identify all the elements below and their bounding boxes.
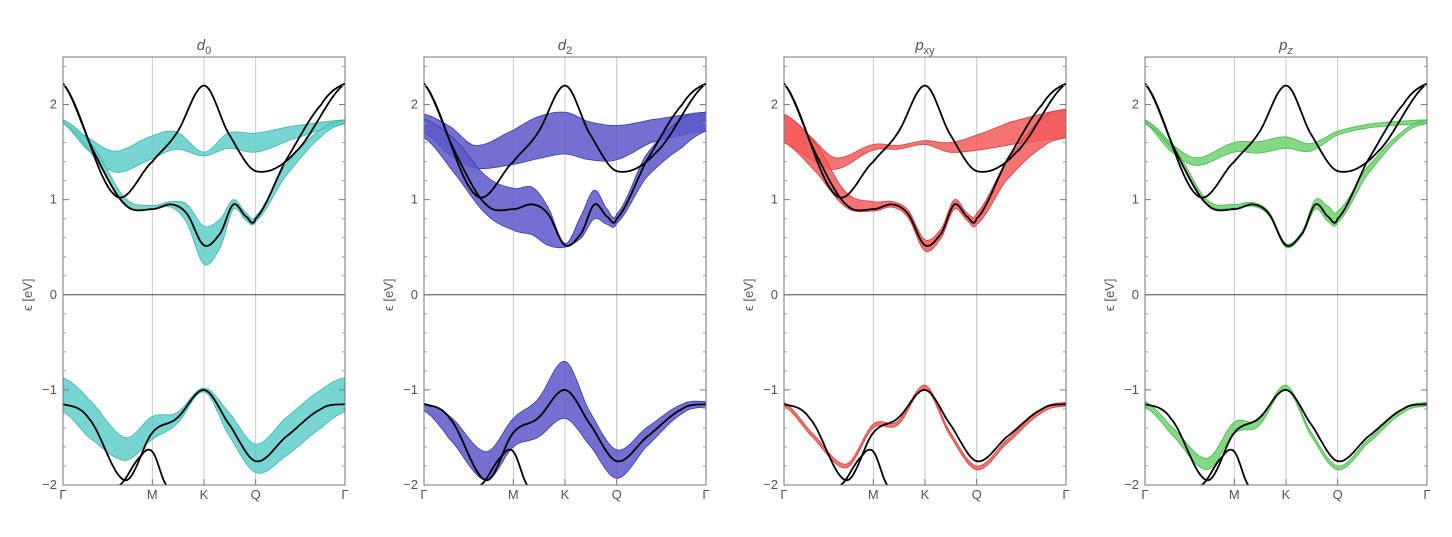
panel-title-sub: 0 (205, 45, 211, 57)
y-axis-label: ϵ [eV] (1102, 279, 1117, 311)
band-line (840, 448, 889, 485)
fat-band (1145, 119, 1427, 249)
band-line (424, 82, 706, 247)
x-tick-label: Q (251, 487, 261, 502)
plot-area (1145, 82, 1427, 485)
fat-band (424, 361, 706, 481)
band-line (1145, 388, 1427, 482)
y-tick-label: 0 (50, 287, 57, 302)
panel-title-sub: 2 (566, 45, 572, 57)
y-tick-label: −2 (403, 477, 418, 492)
y-tick-label: 0 (411, 287, 418, 302)
y-tick-label: −2 (763, 477, 778, 492)
fat-band (784, 108, 1066, 170)
x-tick-label: Γ (341, 487, 348, 502)
y-tick-label: 0 (771, 287, 778, 302)
x-tick-label: Γ (59, 487, 66, 502)
x-tick-label: Γ (1423, 487, 1430, 502)
x-tick-label: Q (612, 487, 622, 502)
y-axis-label: ϵ [eV] (20, 279, 35, 311)
fat-band (424, 111, 706, 170)
x-tick-label: M (1229, 487, 1240, 502)
band-line (424, 82, 706, 199)
y-tick-label: 1 (411, 192, 418, 207)
x-tick-label: M (147, 487, 158, 502)
band-line (424, 388, 706, 482)
y-tick-label: −1 (1124, 382, 1139, 397)
plot-area (424, 82, 706, 485)
fat-band (424, 111, 706, 249)
band-line (63, 82, 345, 247)
y-tick-label: 2 (411, 97, 418, 112)
band-line (784, 82, 1066, 247)
x-tick-label: Γ (1062, 487, 1069, 502)
y-tick-label: 1 (1132, 192, 1139, 207)
panel-title: d2 (558, 37, 572, 57)
x-tick-label: Γ (780, 487, 787, 502)
panel-pz: −2 −1 0 1 2 Γ M K Q Γϵ [eV] pz (1102, 37, 1431, 502)
x-tick-label: K (200, 487, 209, 502)
panel-title: d0 (197, 37, 211, 57)
y-tick-label: 0 (1132, 287, 1139, 302)
fat-band (784, 384, 1066, 471)
panel-title-base: p (914, 37, 923, 54)
y-tick-label: 1 (771, 192, 778, 207)
fat-band (63, 119, 345, 173)
panel-title-base: d (558, 37, 567, 54)
x-tick-label: Γ (1141, 487, 1148, 502)
band-line (1201, 448, 1250, 485)
y-tick-label: −1 (763, 382, 778, 397)
x-tick-label: K (921, 487, 930, 502)
y-tick-label: 2 (1132, 97, 1139, 112)
fat-band (63, 119, 345, 266)
x-tick-label: M (868, 487, 879, 502)
plot-area (63, 82, 345, 485)
panel-title-sub: z (1286, 45, 1293, 57)
x-tick-label: Γ (702, 487, 709, 502)
band-line (63, 82, 345, 199)
y-tick-label: 1 (50, 192, 57, 207)
x-tick-label: M (508, 487, 519, 502)
x-tick-label: K (561, 487, 570, 502)
panel-pxy: −2 −1 0 1 2 Γ M K Q Γϵ [eV] pxy (741, 37, 1070, 502)
y-tick-label: −1 (42, 382, 57, 397)
panel-title-base: d (197, 37, 206, 54)
x-tick-label: Q (1333, 487, 1343, 502)
x-tick-label: K (1282, 487, 1291, 502)
band-line (1145, 82, 1427, 199)
panel-title: pxy (914, 37, 935, 57)
band-line (784, 82, 1066, 199)
y-tick-label: 2 (50, 97, 57, 112)
band-line (784, 388, 1066, 482)
y-axis-label: ϵ [eV] (381, 279, 396, 311)
y-tick-label: −1 (403, 382, 418, 397)
band-line (63, 388, 345, 482)
y-tick-label: 2 (771, 97, 778, 112)
panel-title-sub: xy (924, 45, 936, 57)
panel-title-base: p (1278, 37, 1287, 54)
band-line (119, 448, 168, 485)
panel-title: pz (1278, 37, 1293, 57)
fat-band (1145, 384, 1427, 471)
band-line (1145, 82, 1427, 247)
y-axis-label: ϵ [eV] (741, 279, 756, 311)
x-tick-label: Γ (420, 487, 427, 502)
band-line (480, 448, 529, 485)
plot-area (784, 82, 1066, 485)
y-tick-label: −2 (42, 477, 57, 492)
x-tick-label: Q (972, 487, 982, 502)
fat-band (1145, 119, 1427, 166)
y-tick-label: −2 (1124, 477, 1139, 492)
